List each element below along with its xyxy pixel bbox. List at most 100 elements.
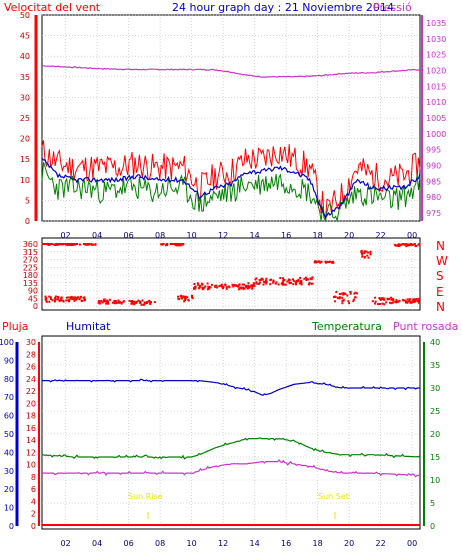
direction-point <box>178 298 181 301</box>
direction-point <box>292 278 294 281</box>
direction-point <box>130 302 133 305</box>
rain-y-tick: 6 <box>31 485 36 494</box>
direction-point <box>180 296 183 299</box>
humidity-y-tick: 90 <box>4 356 14 365</box>
direction-point <box>48 300 51 303</box>
direction-point <box>45 300 48 303</box>
direction-point <box>58 299 61 302</box>
direction-point <box>390 296 393 299</box>
direction-point <box>395 244 398 247</box>
direction-point <box>161 243 164 245</box>
direction-point <box>269 283 272 286</box>
direction-point <box>131 300 133 303</box>
direction-point <box>297 280 299 283</box>
direction-point <box>247 282 250 285</box>
direction-point <box>194 287 197 290</box>
direction-point <box>248 286 251 289</box>
direction-point <box>57 296 60 299</box>
direction-point <box>139 301 142 304</box>
direction-point <box>179 244 182 247</box>
climate-x-tick: 14 <box>250 539 260 548</box>
direction-point <box>361 252 363 255</box>
direction-point <box>352 298 355 301</box>
direction-y-tick: 0 <box>33 302 38 311</box>
direction-point <box>310 278 313 281</box>
direction-point <box>366 254 369 257</box>
direction-point <box>235 285 238 287</box>
direction-point <box>314 260 317 263</box>
direction-point <box>295 279 298 282</box>
direction-point <box>303 277 306 280</box>
direction-point <box>381 302 384 305</box>
direction-point <box>179 294 182 297</box>
direction-point <box>392 298 395 301</box>
direction-point <box>74 243 77 245</box>
direction-label-n-top: N <box>436 239 445 253</box>
direction-point <box>49 243 52 245</box>
pressure-y-tick: 1010 <box>426 98 446 107</box>
direction-point <box>378 297 381 300</box>
rain-y-tick: 28 <box>26 350 36 359</box>
direction-point <box>90 243 93 246</box>
direction-point <box>165 243 168 245</box>
direction-point <box>292 283 295 286</box>
direction-point <box>277 283 280 286</box>
direction-point <box>338 296 341 299</box>
direction-point <box>414 245 417 248</box>
direction-point <box>237 285 239 288</box>
direction-point <box>135 301 138 304</box>
wind-x-tick: 18 <box>313 231 323 240</box>
direction-point <box>80 295 82 298</box>
direction-point <box>56 243 59 246</box>
wind-speed-label: Velocitat del vent <box>4 1 101 14</box>
humidity-y-tick: 40 <box>4 448 14 457</box>
direction-point <box>377 303 380 306</box>
direction-point <box>395 299 398 302</box>
direction-point <box>330 261 333 264</box>
direction-y-tick: 360 <box>23 240 38 249</box>
direction-point <box>418 297 420 300</box>
direction-point <box>363 252 366 254</box>
wind-y-tick: 35 <box>20 73 30 82</box>
direction-point <box>363 256 366 259</box>
wind-y-tick: 15 <box>20 155 30 164</box>
temperature-label: Temperatura <box>311 320 382 333</box>
direction-point <box>338 293 341 295</box>
direction-point <box>128 299 131 302</box>
direction-point <box>141 299 144 302</box>
direction-point <box>365 250 368 253</box>
direction-point <box>202 287 205 290</box>
direction-point <box>114 301 117 303</box>
pressure-y-tick: 1025 <box>426 51 446 60</box>
direction-point <box>338 297 341 300</box>
direction-point <box>411 299 414 302</box>
wind-avg-line <box>41 162 421 223</box>
direction-point <box>258 282 260 285</box>
direction-point <box>132 302 135 305</box>
humidity-y-tick: 0 <box>9 522 14 531</box>
direction-point <box>160 243 163 246</box>
direction-point <box>193 283 196 285</box>
direction-point <box>269 279 272 282</box>
direction-label-s: S <box>436 269 444 283</box>
wind-y-tick: 0 <box>25 217 30 226</box>
direction-point <box>374 302 377 305</box>
direction-point <box>275 281 278 284</box>
direction-point <box>355 292 358 295</box>
direction-y-tick: 135 <box>23 279 38 288</box>
humidity-y-tick: 80 <box>4 375 14 384</box>
direction-point <box>60 296 63 299</box>
direction-point <box>361 253 364 256</box>
direction-point <box>153 301 156 304</box>
direction-point <box>198 286 201 289</box>
humidity-y-tick: 50 <box>4 430 14 439</box>
direction-point <box>105 300 108 303</box>
pressure-label: Pressió <box>373 1 412 14</box>
direction-point <box>191 294 193 297</box>
direction-point <box>75 296 78 299</box>
direction-point <box>414 300 417 303</box>
direction-point <box>397 243 400 246</box>
direction-point <box>144 301 147 304</box>
direction-point <box>204 285 207 288</box>
direction-point <box>220 283 223 286</box>
